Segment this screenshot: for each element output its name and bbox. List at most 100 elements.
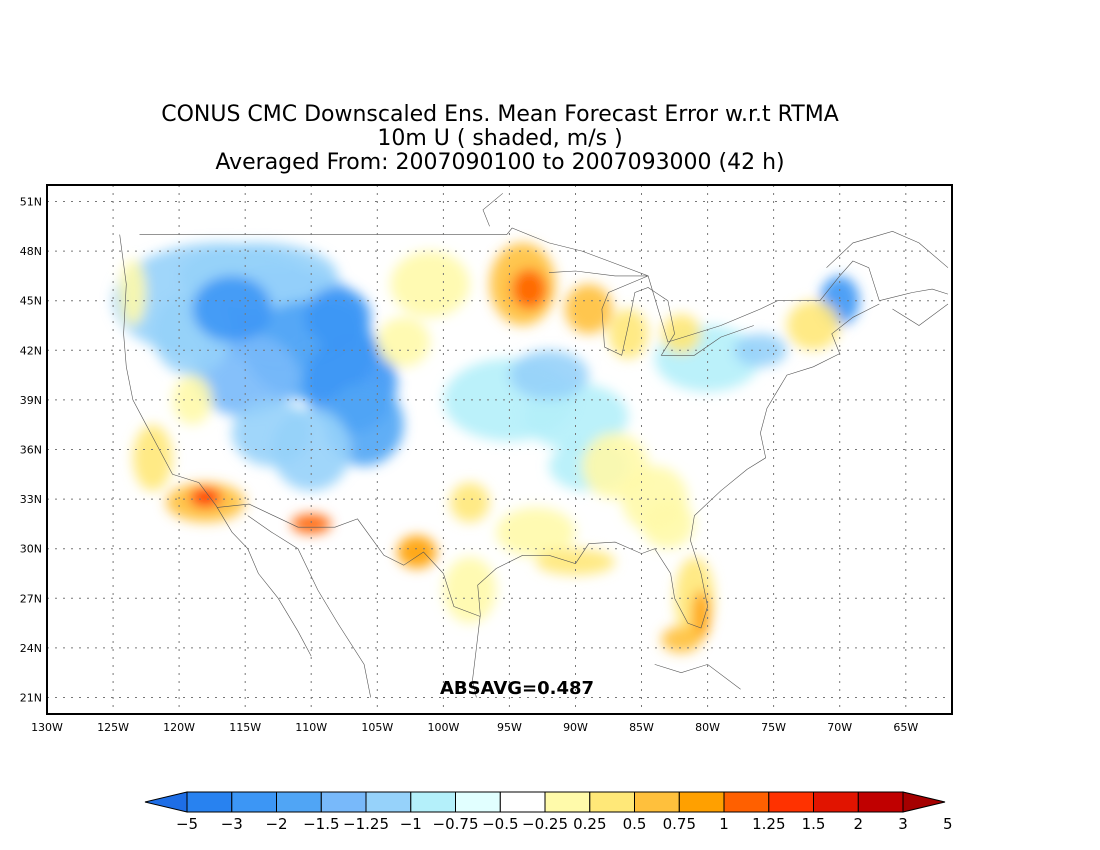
gulf-atlantic-coastline [477,303,880,629]
colorbar-low-arrow [144,791,188,813]
field-blob [304,287,371,348]
colorbar-bin [678,791,725,813]
maritime-coast [879,288,949,301]
field-blobs [113,242,860,653]
lat-lon-grid [47,185,952,714]
colorbar-high-arrow [902,791,946,813]
field-blob [582,432,649,500]
lon-tick-label: 125W [97,721,129,734]
absavg-label: ABSAVG=0.487 [440,678,594,699]
colorbar-label: −1 [400,815,422,833]
field-blob [132,424,173,491]
lat-tick-label: 39N [20,394,42,407]
colorbar-bin [589,791,636,813]
field-blob [390,251,470,318]
lat-tick-label: 21N [20,692,42,705]
lon-tick-label: 75W [761,721,786,734]
field-blob [786,300,840,351]
lat-tick-label: 36N [20,444,42,457]
longitude-labels: 130W 125W 120W 115W 110W 105W 100W 95W 90W 85W 80W… [31,721,918,734]
field-blob [450,482,490,523]
lat-tick-label: 51N [20,196,42,209]
mexico-gulf-coast [472,614,481,698]
colorbar-label: 3 [898,815,908,833]
latitude-labels: 51N 48N 45N 42N 39N 36N 33N 30N 27N 24N 21N [20,196,42,705]
colorbar-label: −0.25 [522,815,568,833]
colorbar-bin [813,791,859,813]
plot-frame [46,184,953,715]
field-blob [564,284,613,334]
us-canada-border [139,227,880,343]
field-blob [192,275,272,343]
field-blob [512,269,547,309]
lat-tick-label: 30N [20,543,42,556]
field-blob [189,487,222,508]
lon-tick-label: 80W [695,721,720,734]
west-coastline [119,234,312,657]
field-blob [509,350,589,400]
field-blob [641,499,695,549]
colorbar-label: 1.5 [802,815,826,833]
lat-tick-label: 45N [20,295,42,308]
colorbar-bin [768,791,815,813]
lon-tick-label: 95W [497,721,522,734]
colorbar-bin [857,791,904,813]
field-blob [691,590,711,640]
chart-title-line3: Averaged From: 2007090100 to 2007093000 … [215,150,785,175]
colorbar-label: 5 [943,815,953,833]
field-blob [661,626,701,653]
great-lakes-shore [548,270,754,356]
lon-tick-label: 85W [629,721,654,734]
lat-tick-label: 33N [20,493,42,506]
st-lawrence-coast [826,230,949,268]
lon-tick-label: 120W [163,721,195,734]
lake-winnipeg-shore [482,193,503,227]
lon-tick-label: 115W [229,721,261,734]
field-blob [291,514,332,534]
colorbar-bin [544,791,591,813]
error-field-shading [113,242,860,653]
lon-tick-label: 70W [827,721,852,734]
colorbar-bin [365,791,412,813]
colorbar-label: 1 [719,815,729,833]
colorbar-bin [410,791,457,813]
field-blob [661,314,701,354]
chart-title-line2: 10m U ( shaded, m/s ) [377,126,623,151]
colorbar-label: 1.25 [752,815,785,833]
lon-tick-label: 110W [295,721,327,734]
colorbar-bin [499,791,546,813]
lon-tick-label: 90W [563,721,588,734]
lon-tick-label: 105W [361,721,393,734]
colorbar-label: −1.5 [303,815,339,833]
colorbar-bin [634,791,680,813]
colorbar-label: −0.75 [433,815,479,833]
colorbar-bin [186,791,233,813]
nova-scotia-coast [892,303,949,326]
colorbar-label: −5 [176,815,198,833]
field-blob [397,535,437,569]
colorbar-label: 2 [854,815,864,833]
field-blob [119,259,147,326]
field-blob [608,309,649,359]
colorbar-label: 0.25 [573,815,606,833]
lon-tick-label: 100W [427,721,459,734]
colorbar-label: 0.5 [623,815,647,833]
lon-tick-label: 130W [31,721,63,734]
colorbar-bin [231,791,278,813]
gulf-of-california-coast [247,515,371,698]
colorbar-bin [320,791,367,813]
field-blob [443,556,497,624]
colorbar-label: −3 [221,815,243,833]
colorbar-label: −2 [265,815,287,833]
lat-tick-label: 48N [20,245,42,258]
lon-tick-label: 65W [893,721,918,734]
colorbar-label: −0.5 [482,815,518,833]
chart-title-line1: CONUS CMC Downscaled Ens. Mean Forecast … [161,102,839,127]
coastline-borders [119,193,949,698]
field-blob [496,507,576,557]
us-mexico-border [217,503,481,617]
colorbar-label: 0.75 [663,815,696,833]
lat-tick-label: 27N [20,592,42,605]
field-blob [377,317,431,367]
